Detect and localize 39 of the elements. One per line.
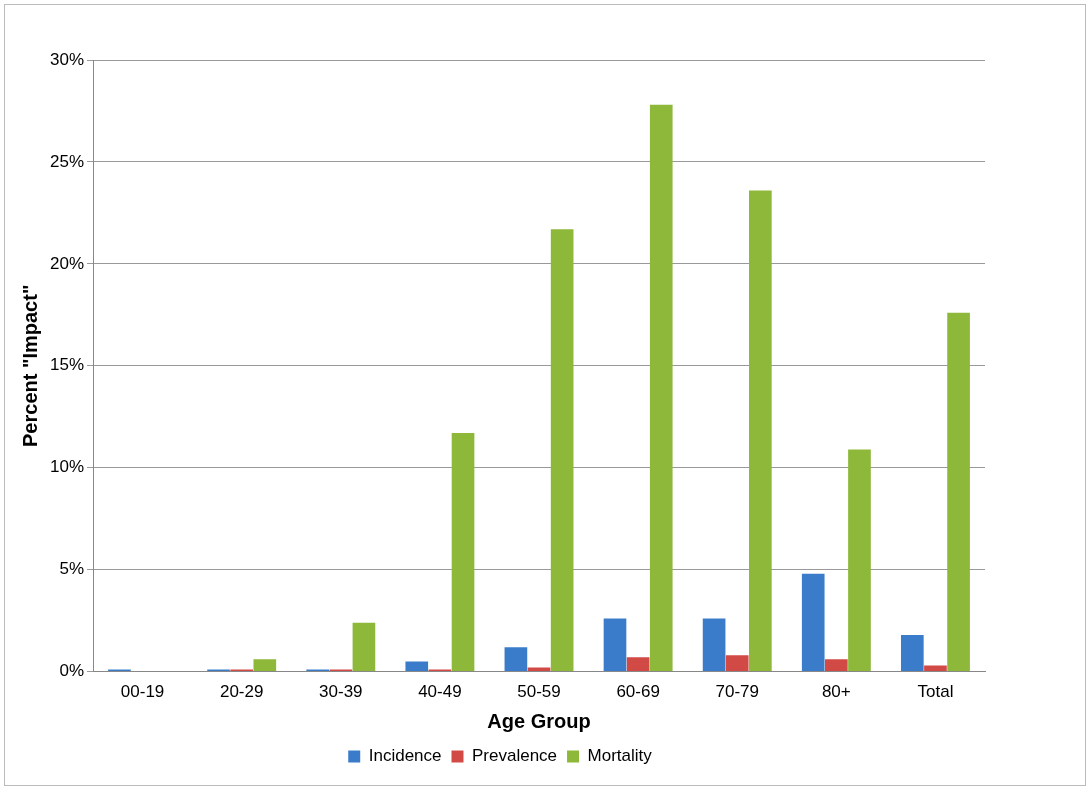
bar <box>550 229 574 672</box>
bar <box>947 312 970 672</box>
x-tick-label: 20-29 <box>219 682 264 702</box>
legend-label: Prevalence <box>472 746 558 766</box>
y-tick-label: 0% <box>59 661 85 681</box>
bar <box>352 622 376 672</box>
bar <box>626 657 650 672</box>
x-tick-label: Total <box>917 682 954 702</box>
y-tick-label: 15% <box>49 355 85 375</box>
x-tick-label: 60-69 <box>616 682 660 702</box>
y-tick-label: 10% <box>49 457 85 477</box>
legend-label: Mortality <box>587 746 653 766</box>
bar <box>451 433 475 672</box>
bar <box>405 661 429 672</box>
legend-label: Incidence <box>368 746 442 766</box>
bar <box>253 659 277 672</box>
x-axis-title: Age Group <box>487 709 591 732</box>
bar <box>825 659 848 672</box>
x-tick-label: 50-59 <box>517 682 561 702</box>
y-tick-label: 30% <box>49 49 85 69</box>
y-axis-title: Percent "Impact" <box>18 284 41 447</box>
y-tick-label: 20% <box>49 253 85 273</box>
bar <box>900 634 924 672</box>
bar <box>725 655 749 672</box>
bar <box>848 449 871 672</box>
bar <box>749 190 772 672</box>
y-tick-label: 25% <box>49 151 85 171</box>
bar <box>702 618 726 672</box>
bar <box>649 104 673 672</box>
bar <box>603 618 627 672</box>
x-tick-label: 30-39 <box>319 682 363 702</box>
x-tick-label: 00-19 <box>120 682 165 702</box>
x-tick-label: 70-79 <box>715 682 759 702</box>
bar <box>801 573 825 672</box>
x-tick-label: 80+ <box>821 682 851 702</box>
bar <box>504 647 528 672</box>
y-tick-label: 5% <box>59 559 85 579</box>
bar <box>924 665 947 672</box>
x-tick-label: 40-49 <box>418 682 462 702</box>
